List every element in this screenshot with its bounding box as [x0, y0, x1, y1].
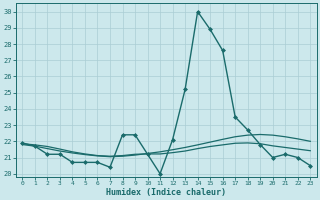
- X-axis label: Humidex (Indice chaleur): Humidex (Indice chaleur): [106, 188, 226, 197]
